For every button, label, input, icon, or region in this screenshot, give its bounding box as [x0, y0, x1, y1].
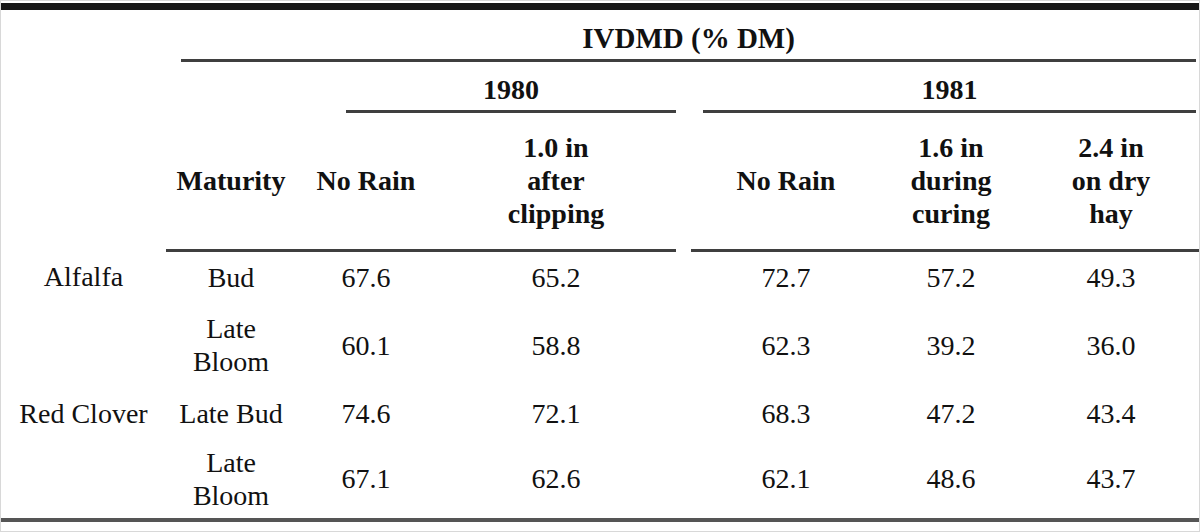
column-spacer	[676, 303, 691, 387]
value-cell: 48.6	[881, 439, 1021, 518]
column-spacer	[676, 62, 691, 113]
rain-during-curing-column-header: 1.6 in during curing	[881, 113, 1021, 250]
year-1980-cell: 1980	[296, 62, 676, 113]
column-spacer	[676, 250, 691, 303]
maturity-column-header: Maturity	[166, 113, 296, 250]
maturity-cell: Bud	[166, 250, 296, 303]
no-rain-1981-column-header: No Rain	[691, 113, 881, 250]
value-cell: 43.7	[1021, 439, 1200, 518]
value-cell: 58.8	[436, 303, 676, 387]
species-cell	[1, 439, 166, 518]
ivdmd-table: IVDMD (% DM) 1980 1981 Maturity No Rain …	[1, 11, 1200, 518]
empty-cell	[166, 62, 296, 113]
value-cell: 47.2	[881, 387, 1021, 439]
value-cell: 43.4	[1021, 387, 1200, 439]
year-1981-label: 1981	[703, 74, 1196, 113]
value-cell: 39.2	[881, 303, 1021, 387]
empty-corner-cell	[1, 11, 166, 62]
column-spacer	[676, 387, 691, 439]
value-cell: 57.2	[881, 250, 1021, 303]
value-cell: 36.0	[1021, 303, 1200, 387]
title-row: IVDMD (% DM)	[1, 11, 1200, 62]
species-cell: Alfalfa	[1, 250, 166, 303]
column-spacer	[676, 113, 691, 250]
value-cell: 67.1	[296, 439, 436, 518]
top-rule	[1, 3, 1199, 10]
value-cell: 62.1	[691, 439, 881, 518]
table-row: Late Bloom 60.1 58.8 62.3 39.2 36.0	[1, 303, 1200, 387]
value-cell: 74.6	[296, 387, 436, 439]
column-spacer	[676, 439, 691, 518]
table-row: Late Bloom 67.1 62.6 62.1 48.6 43.7	[1, 439, 1200, 518]
table-figure-page: IVDMD (% DM) 1980 1981 Maturity No Rain …	[0, 0, 1200, 532]
value-cell: 62.6	[436, 439, 676, 518]
empty-cell	[1, 113, 166, 250]
maturity-cell: Late Bud	[166, 387, 296, 439]
value-cell: 72.1	[436, 387, 676, 439]
no-rain-1980-column-header: No Rain	[296, 113, 436, 250]
rain-after-clipping-column-header: 1.0 in after clipping	[436, 113, 676, 250]
empty-cell	[1, 62, 166, 113]
table-row: Red Clover Late Bud 74.6 72.1 68.3 47.2 …	[1, 387, 1200, 439]
value-cell: 68.3	[691, 387, 881, 439]
species-cell	[1, 303, 166, 387]
table-title: IVDMD (% DM)	[181, 22, 1196, 62]
column-header-row: Maturity No Rain 1.0 in after clipping N…	[1, 113, 1200, 250]
table-title-cell: IVDMD (% DM)	[166, 11, 1200, 62]
bottom-rule	[1, 518, 1199, 522]
value-cell: 65.2	[436, 250, 676, 303]
year-1980-label: 1980	[346, 74, 676, 113]
value-cell: 67.6	[296, 250, 436, 303]
species-cell: Red Clover	[1, 387, 166, 439]
rain-on-dry-hay-column-header: 2.4 in on dry hay	[1021, 113, 1200, 250]
value-cell: 49.3	[1021, 250, 1200, 303]
year-group-row: 1980 1981	[1, 62, 1200, 113]
value-cell: 60.1	[296, 303, 436, 387]
maturity-cell: Late Bloom	[166, 439, 296, 518]
year-1981-cell: 1981	[691, 62, 1200, 113]
value-cell: 62.3	[691, 303, 881, 387]
maturity-cell: Late Bloom	[166, 303, 296, 387]
value-cell: 72.7	[691, 250, 881, 303]
table-row: Alfalfa Bud 67.6 65.2 72.7 57.2 49.3	[1, 250, 1200, 303]
